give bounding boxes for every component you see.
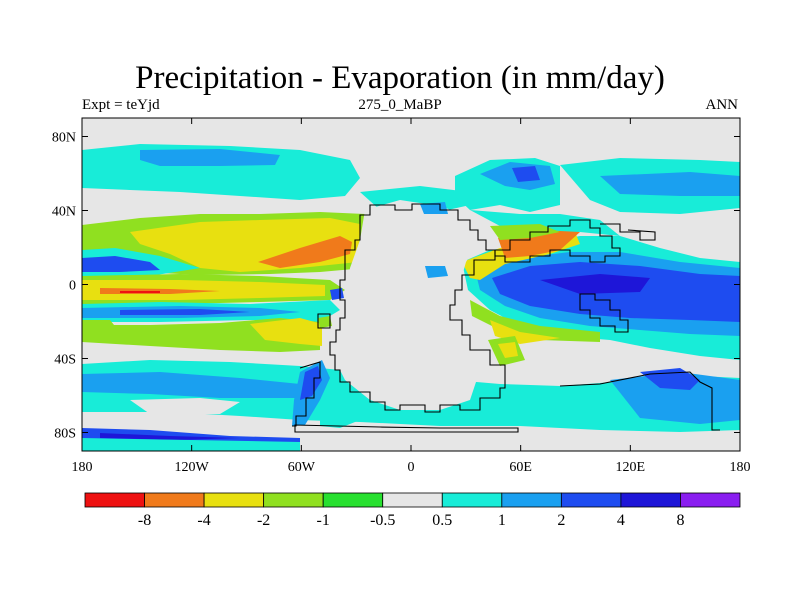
colorbar-label: 4 xyxy=(617,512,625,529)
pangea-green-patch xyxy=(318,316,332,328)
season-label: ANN xyxy=(705,97,739,113)
colorbar-swatch xyxy=(441,492,503,508)
tethys-green-edge xyxy=(470,300,600,342)
colorbar-swatch xyxy=(203,492,265,508)
colorbar-swatch xyxy=(620,492,681,508)
southern-island-coastline xyxy=(579,293,629,333)
sh-midlatitude-gray-patch xyxy=(130,398,240,414)
nh-pacific-blue xyxy=(82,256,160,272)
antarctic-violet-band xyxy=(100,433,240,440)
sh-midlatitude-blue xyxy=(82,372,300,398)
north-east-band-blue xyxy=(600,172,740,196)
coastlines xyxy=(292,203,720,433)
pangea-coastline xyxy=(329,203,506,413)
east-coastline xyxy=(559,371,720,431)
north-pacific-band-blue xyxy=(140,149,280,166)
colorbar-label: 8 xyxy=(676,512,684,529)
sh-subtropical-green-left xyxy=(82,320,118,332)
x-tick-label: 180 xyxy=(72,460,93,475)
nh-subtropical-orange xyxy=(258,236,352,268)
eastern-pangea-northeast-cyan xyxy=(470,210,620,236)
pangea-central-land xyxy=(330,200,482,410)
y-tick-label: 40S xyxy=(54,353,76,368)
y-tick-label: 80S xyxy=(54,427,76,442)
pangea-blue-patch-west xyxy=(330,288,344,300)
colorbar-swatch xyxy=(84,492,145,508)
colorbar-label: 0.5 xyxy=(432,512,452,529)
antarctic-cyan-fringe xyxy=(82,438,300,451)
tethys-violet-core xyxy=(540,274,650,294)
x-tick-label: 60W xyxy=(288,460,316,475)
y-tick-label: 80N xyxy=(52,131,76,146)
tethys-north-darkblue xyxy=(512,166,540,182)
period-label: 275_0_MaBP xyxy=(358,97,442,113)
colorbar-swatch xyxy=(501,492,562,508)
map-title: Precipitation - Evaporation (in mm/day) xyxy=(135,60,665,96)
map-field xyxy=(82,118,740,451)
x-tick-label: 120E xyxy=(616,460,646,475)
colorbar-label: -4 xyxy=(197,512,210,529)
eastern-pangea-northeast-green xyxy=(490,224,560,240)
y-axis: 80N 40N 0 40S 80S xyxy=(52,131,740,442)
x-tick-label: 60E xyxy=(509,460,532,475)
pangea-blue-patch-center xyxy=(425,266,448,278)
colorbar-swatch xyxy=(382,492,443,508)
y-tick-label: 40N xyxy=(52,205,76,220)
colorbar-label: -0.5 xyxy=(370,512,395,529)
experiment-label: Expt = teYjd xyxy=(82,97,160,113)
x-tick-label: 120W xyxy=(175,460,210,475)
colorbar: -8 -4 -2 -1 -0.5 0.5 1 2 4 8 xyxy=(84,492,741,529)
y-tick-label: 0 xyxy=(69,279,76,294)
eastern-pangea-coastline xyxy=(494,219,621,263)
colorbar-label: 1 xyxy=(498,512,506,529)
sh-midlatitude-blue-east xyxy=(610,372,740,424)
colorbar-swatch xyxy=(680,492,741,508)
antarctic-coastline xyxy=(294,424,519,433)
colorbar-swatch xyxy=(263,492,324,508)
colorbar-swatch xyxy=(560,492,622,508)
sw-pangea-coast-cyan xyxy=(320,392,370,428)
sh-subtropical-yellow xyxy=(250,318,322,346)
colorbar-swatch xyxy=(144,492,205,508)
equatorial-red-strip xyxy=(120,291,160,293)
colorbar-label: -2 xyxy=(257,512,270,529)
equatorial-yellow-band xyxy=(82,280,325,300)
west-coast-coastline xyxy=(292,361,321,427)
colorbar-label: 2 xyxy=(557,512,565,529)
northeast-coastline xyxy=(600,223,656,241)
x-tick-label: 0 xyxy=(408,460,415,475)
colorbar-label: -1 xyxy=(317,512,330,529)
sh-tropical-darkblue xyxy=(120,309,250,315)
east-pangea-yellow xyxy=(498,342,518,358)
sw-pangea-coast-darkblue xyxy=(300,366,322,400)
pangea-blue-patch-north xyxy=(420,202,448,214)
colorbar-label: -8 xyxy=(138,512,151,529)
small-island-coastline xyxy=(317,313,331,329)
x-tick-label: 180 xyxy=(730,460,751,475)
x-axis: 180 120W 60W 0 60E 120E 180 xyxy=(72,118,751,475)
colorbar-swatch xyxy=(322,492,384,508)
